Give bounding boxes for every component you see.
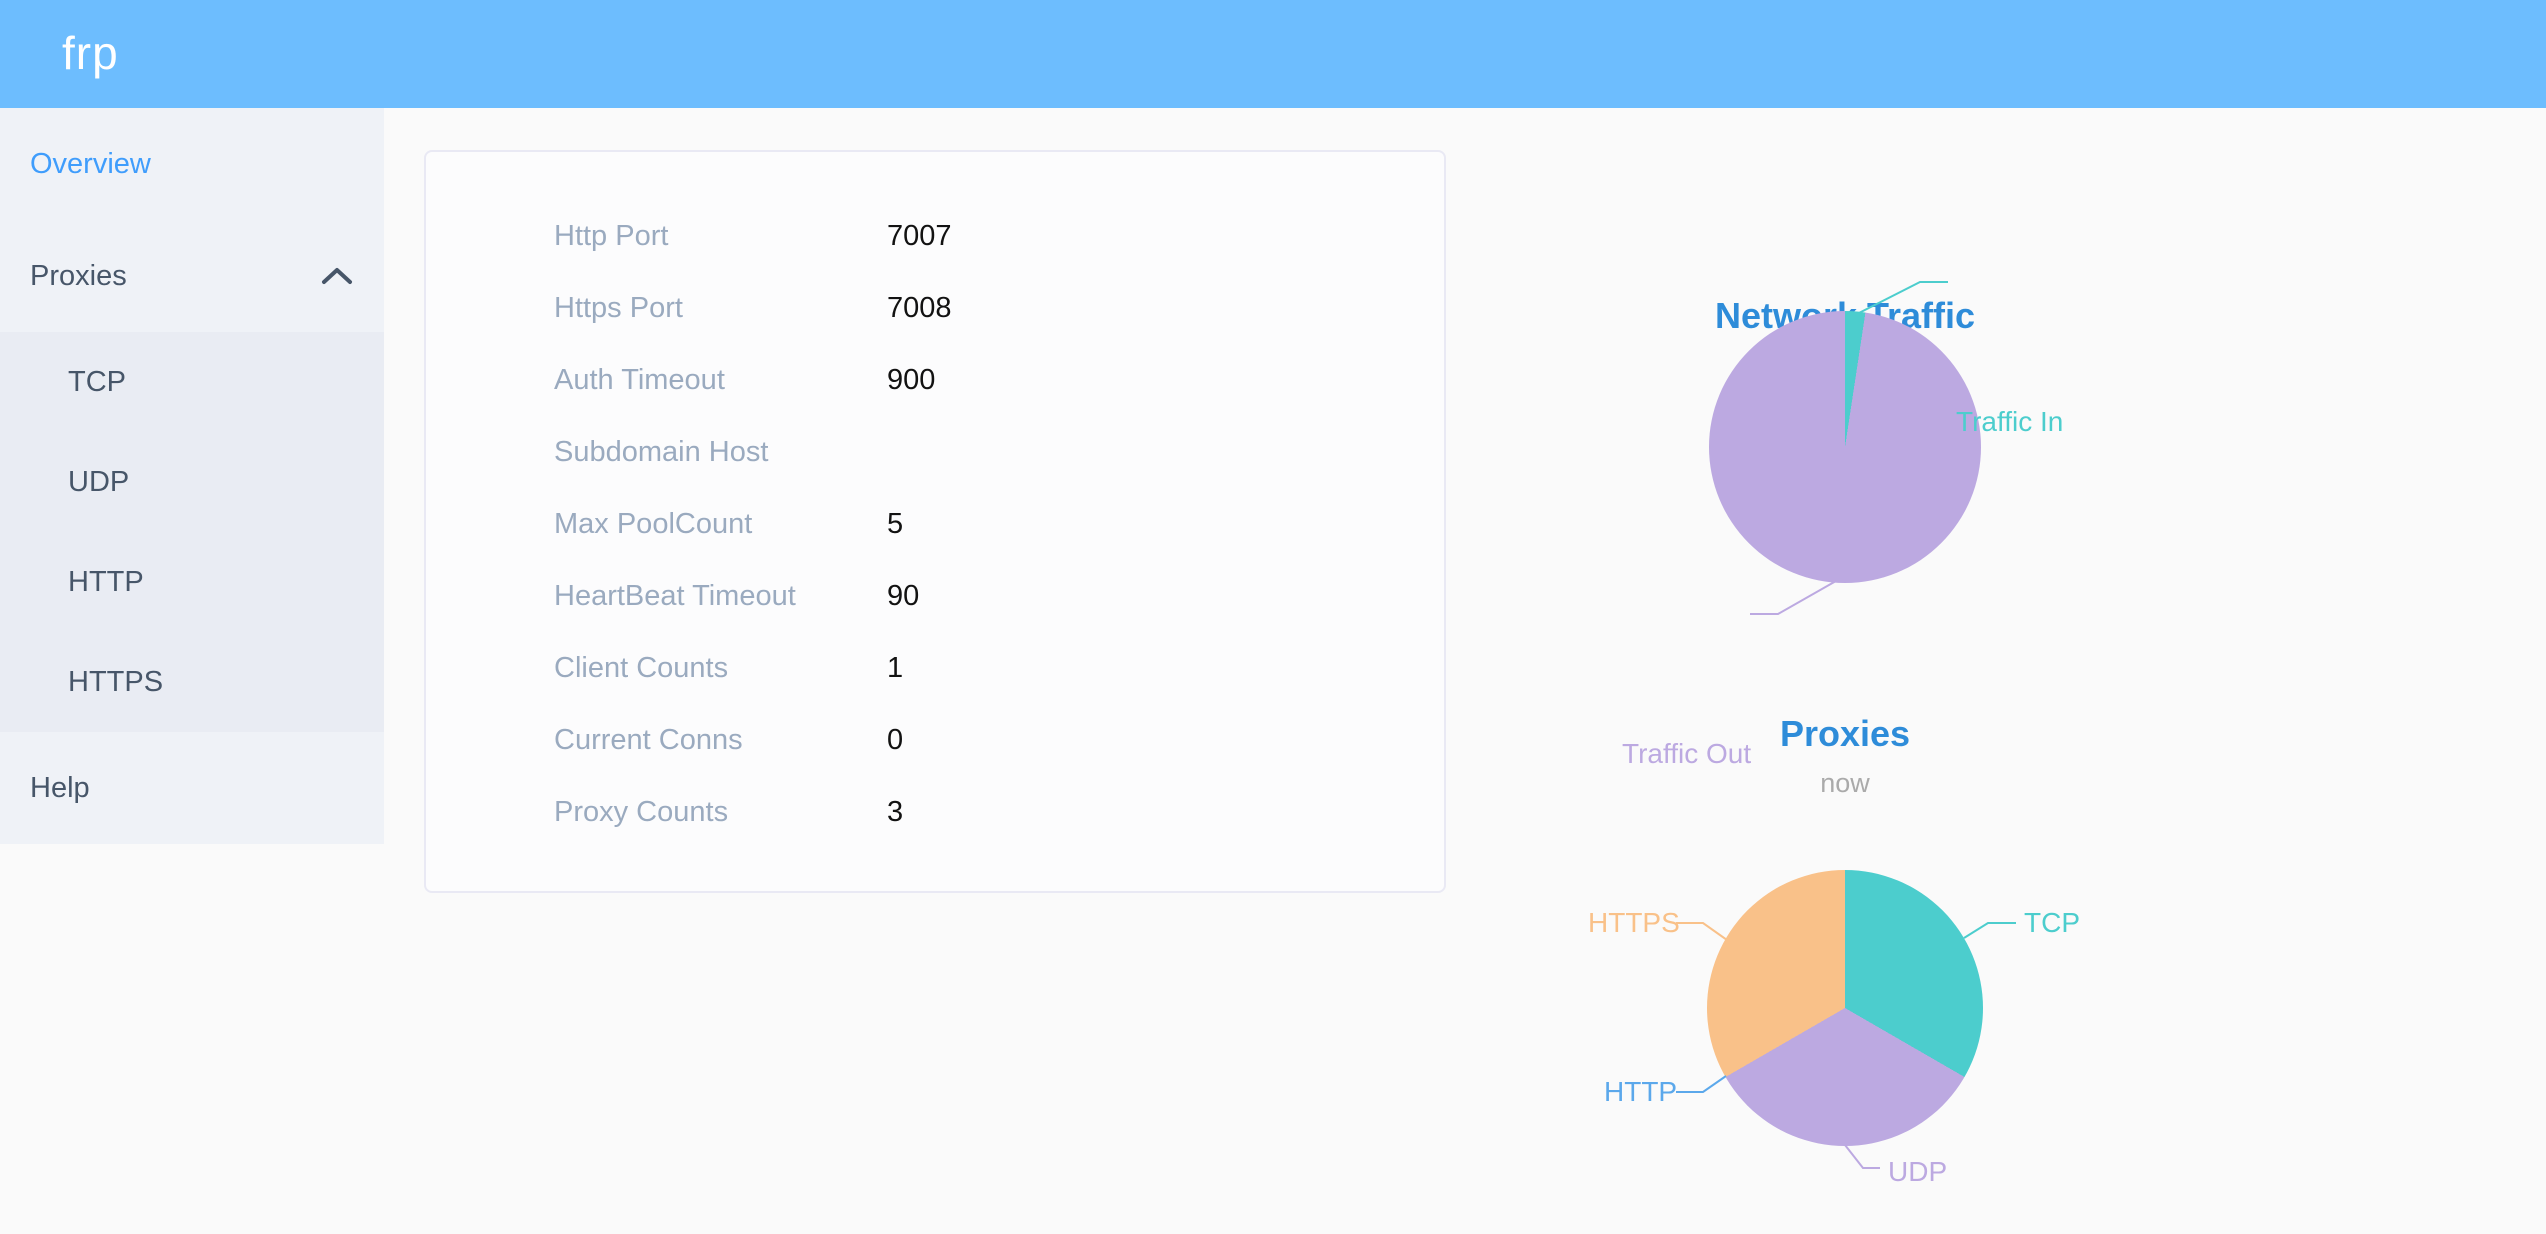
sidebar-item-label: HTTP — [68, 565, 144, 598]
sidebar-item-label: Overview — [30, 147, 151, 180]
info-row-http-port: Http Port 7007 — [426, 200, 1444, 272]
info-label: Subdomain Host — [554, 435, 769, 468]
sidebar-item-overview[interactable]: Overview — [0, 108, 384, 220]
sidebar-item-http[interactable]: HTTP — [0, 532, 384, 632]
proxies-submenu: TCP UDP HTTP HTTPS — [0, 332, 384, 732]
info-value: 7008 — [887, 291, 952, 324]
chart-subtitle: now — [1820, 768, 1870, 798]
info-label: Client Counts — [554, 651, 729, 684]
info-value: 90 — [887, 579, 920, 612]
info-row-max-poolcount: Max PoolCount 5 — [426, 488, 1444, 560]
info-value: 900 — [887, 363, 936, 396]
info-label: Current Conns — [554, 723, 743, 756]
chevron-up-icon — [320, 266, 354, 286]
info-value: 0 — [887, 723, 904, 756]
info-value: 7007 — [887, 219, 952, 252]
info-value: 1 — [887, 651, 904, 684]
pie-label-traffic-out: Traffic Out — [1622, 738, 1752, 769]
sidebar-item-label: Help — [30, 771, 90, 804]
sidebar-item-label: HTTPS — [68, 665, 164, 698]
proxies-pie[interactable] — [1707, 870, 1983, 1146]
info-label: Https Port — [554, 291, 683, 324]
info-label: Auth Timeout — [554, 363, 725, 396]
sidebar-item-label: UDP — [68, 465, 130, 498]
info-label: Max PoolCount — [554, 507, 753, 540]
sidebar-item-tcp[interactable]: TCP — [0, 332, 384, 432]
app-header: frp — [0, 0, 2546, 108]
frp-logo: frp — [62, 27, 119, 79]
pie-label-https: HTTPS — [1588, 907, 1680, 938]
info-row-https-port: Https Port 7008 — [426, 272, 1444, 344]
sidebar-item-https[interactable]: HTTPS — [0, 632, 384, 732]
info-label: Http Port — [554, 219, 669, 252]
info-row-current-conns: Current Conns 0 — [426, 704, 1444, 776]
sidebar-item-udp[interactable]: UDP — [0, 432, 384, 532]
network-traffic-pie[interactable] — [1709, 311, 1981, 583]
info-label: HeartBeat Timeout — [554, 579, 796, 612]
info-row-proxy-counts: Proxy Counts 3 — [426, 776, 1444, 848]
info-value: 3 — [887, 795, 904, 828]
sidebar-item-proxies[interactable]: Proxies — [0, 220, 384, 332]
info-row-client-counts: Client Counts 1 — [426, 632, 1444, 704]
sidebar: Overview Proxies TCP UDP HTTP HTTPS Help — [0, 108, 384, 844]
server-info-card: Http Port 7007 Https Port 7008 Auth Time… — [424, 150, 1446, 893]
proxies-chart: Proxies now TCP UDP HTTP HTTPS — [1445, 690, 2245, 1234]
info-row-heartbeat-timeout: HeartBeat Timeout 90 — [426, 560, 1444, 632]
sidebar-item-label: Proxies — [30, 259, 127, 292]
pie-label-http: HTTP — [1604, 1076, 1678, 1107]
sidebar-item-help[interactable]: Help — [0, 732, 384, 844]
chart-title: Proxies — [1779, 713, 1911, 754]
pie-label-traffic-in: Traffic In — [1956, 406, 2064, 437]
info-row-auth-timeout: Auth Timeout 900 — [426, 344, 1444, 416]
pie-label-tcp: TCP — [2024, 907, 2080, 938]
info-value: 5 — [887, 507, 904, 540]
sidebar-item-label: TCP — [68, 365, 126, 398]
pie-label-udp: UDP — [1888, 1156, 1948, 1187]
network-traffic-chart: Network Traffic today Traffic In Traffic… — [1445, 140, 2245, 768]
info-label: Proxy Counts — [554, 795, 729, 828]
info-row-subdomain-host: Subdomain Host — [426, 416, 1444, 488]
